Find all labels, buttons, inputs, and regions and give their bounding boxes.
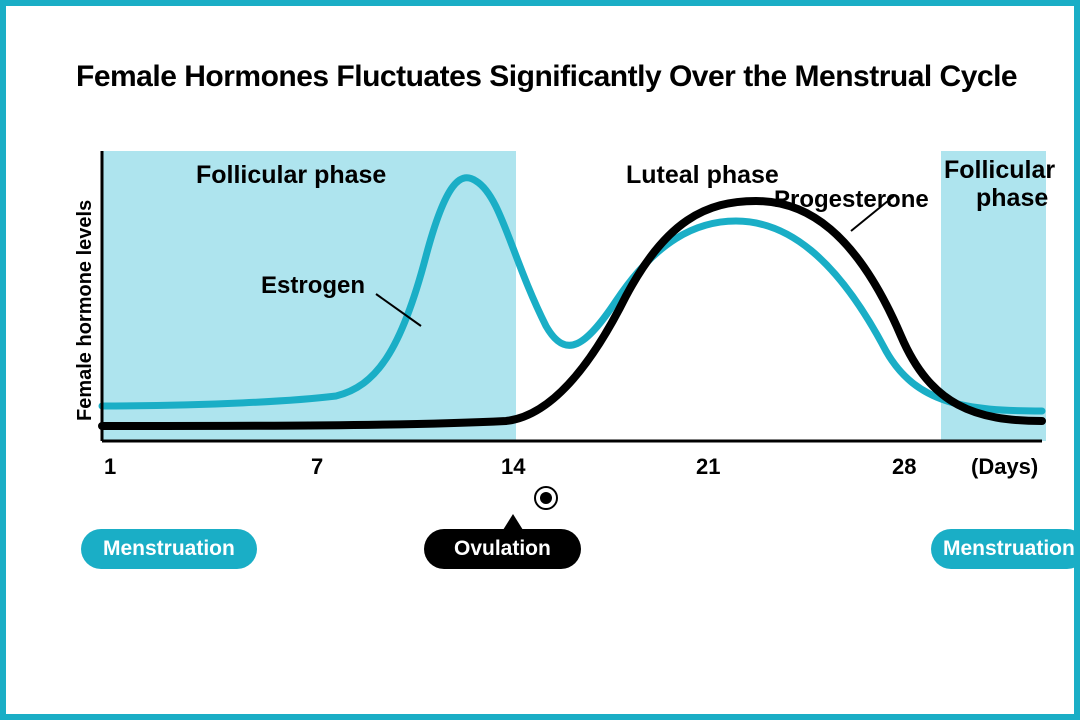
phase-label-luteal: Luteal phase [626,161,779,190]
badge-ovulation: Ovulation [424,529,581,569]
x-tick-7: 7 [311,454,323,480]
x-tick-28: 28 [892,454,916,480]
x-tick-14: 14 [501,454,525,480]
phase-label-follicular-right-l1: Follicular [944,156,1055,185]
badge-menstruation-left: Menstruation [81,529,257,569]
badge-menstruation-right: Menstruation [931,529,1080,569]
ovulation-icon-dot [540,492,552,504]
chart-frame: Female Hormones Fluctuates Significantly… [0,0,1080,720]
x-tick-21: 21 [696,454,720,480]
y-axis-label: Female hormone levels [74,200,97,421]
x-tick-1: 1 [104,454,116,480]
series-label-progesterone: Progesterone [774,186,929,214]
phase-label-follicular-right-l2: phase [976,184,1048,213]
x-axis-unit-label: (Days) [971,454,1038,480]
ovulation-pointer-icon [503,514,523,530]
phase-label-follicular-left: Follicular phase [196,161,386,190]
series-label-estrogen: Estrogen [261,272,365,300]
hormone-chart [6,6,1074,714]
